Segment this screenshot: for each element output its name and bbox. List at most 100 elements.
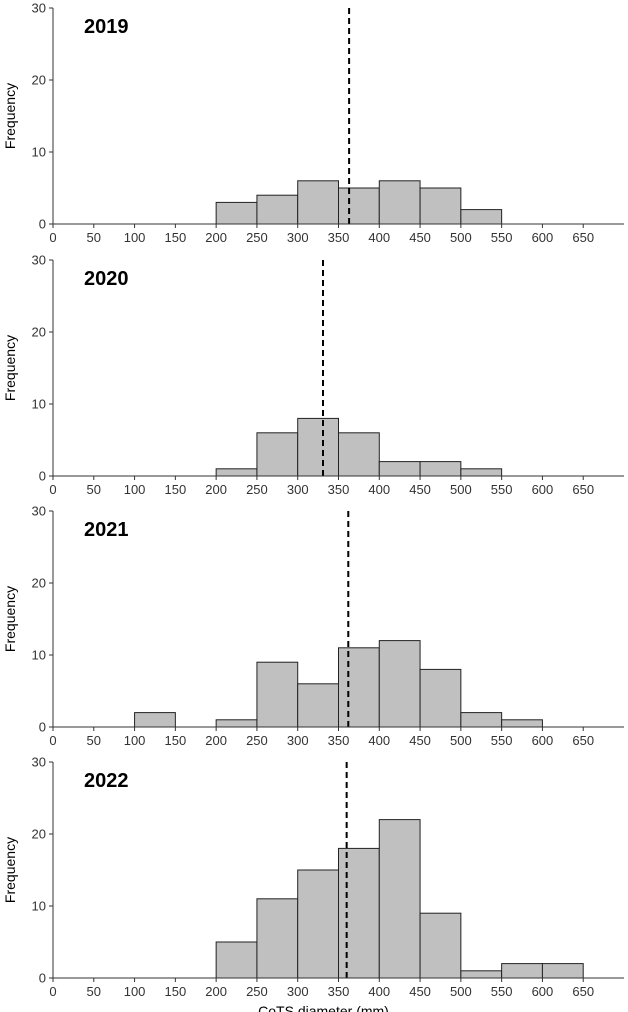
x-tick-label: 350 [328,230,350,245]
y-tick-label: 10 [32,145,46,160]
bar-200 [215,719,258,728]
x-tick-label: 150 [165,984,187,999]
y-tick-label: 30 [32,1,46,16]
x-tick-label: 450 [409,733,431,748]
y-tick-label: 30 [32,755,46,770]
x-tick-label: 300 [287,230,309,245]
bar-350 [338,432,380,477]
bar-250 [256,194,299,225]
x-tick-label: 600 [532,984,554,999]
x-tick-label: 50 [87,733,101,748]
bar-300 [297,683,340,728]
x-tick-label: 600 [532,482,554,497]
x-tick-label: 600 [532,230,554,245]
y-tick-label: 0 [39,720,46,735]
panel-title: 2022 [84,770,129,792]
x-tick-label: 550 [491,733,513,748]
x-tick-label: 550 [491,230,513,245]
x-tick-label: 150 [165,733,187,748]
x-tick-label: 0 [49,733,56,748]
x-tick-label: 600 [532,733,554,748]
x-tick-label: 50 [87,984,101,999]
x-tick-label: 350 [328,984,350,999]
y-axis-label: Frequency [2,335,18,401]
bar-250 [256,661,299,728]
bar-300 [297,417,340,477]
x-tick-label: 350 [328,482,350,497]
x-tick-label: 650 [572,482,594,497]
x-tick-label: 200 [205,733,227,748]
x-tick-label: 100 [124,482,146,497]
y-tick-label: 20 [32,576,46,591]
bar-400 [378,640,421,728]
x-tick-label: 300 [287,733,309,748]
bar-100 [134,712,176,728]
x-tick-label: 300 [287,482,309,497]
panel-title: 2020 [84,268,129,290]
y-tick-label: 10 [32,397,46,412]
x-tick-label: 450 [409,230,431,245]
x-tick-label: 550 [491,984,513,999]
bar-250 [256,898,299,979]
x-tick-label: 400 [368,482,390,497]
x-tick-label: 50 [87,482,101,497]
x-tick-label: 500 [450,733,472,748]
y-tick-label: 20 [32,827,46,842]
x-tick-label: 300 [287,984,309,999]
bar-450 [419,912,462,979]
x-tick-label: 450 [409,482,431,497]
bar-600 [541,963,584,979]
x-tick-label: 200 [205,482,227,497]
x-tick-label: 0 [49,230,56,245]
bar-450 [419,187,462,225]
bar-200 [215,201,258,225]
x-tick-label: 250 [246,482,268,497]
x-tick-label: 400 [368,230,390,245]
bar-500 [460,468,503,477]
x-tick-label: 100 [124,984,146,999]
y-tick-label: 10 [32,648,46,663]
bar-400 [378,819,421,979]
bar-350 [338,647,380,728]
bar-200 [215,941,258,979]
x-tick-label: 50 [87,230,101,245]
x-tick-label: 400 [368,733,390,748]
x-tick-label: 0 [49,482,56,497]
bar-350 [338,847,380,979]
x-tick-label: 200 [205,230,227,245]
bar-300 [297,180,340,225]
x-tick-label: 500 [450,984,472,999]
x-tick-label: 200 [205,984,227,999]
x-tick-label: 100 [124,230,146,245]
x-tick-label: 150 [165,482,187,497]
x-tick-label: 250 [246,733,268,748]
y-tick-label: 20 [32,73,46,88]
x-tick-label: 0 [49,984,56,999]
panel-title: 2021 [84,519,129,541]
bar-500 [460,209,503,225]
x-tick-label: 450 [409,984,431,999]
x-tick-label: 650 [572,733,594,748]
x-tick-label: 650 [572,984,594,999]
bar-350 [338,187,380,225]
bar-400 [378,180,421,225]
y-axis-label: Frequency [2,83,18,149]
x-tick-label: 500 [450,230,472,245]
y-tick-label: 0 [39,469,46,484]
panel-title: 2019 [84,16,129,38]
y-tick-label: 30 [32,253,46,268]
x-axis-label: CoTS diameter (mm) [258,1003,389,1012]
x-tick-label: 550 [491,482,513,497]
x-tick-label: 250 [246,230,268,245]
bar-200 [215,468,258,477]
bar-450 [419,461,462,477]
y-axis-label: Frequency [2,586,18,652]
y-tick-label: 20 [32,325,46,340]
bar-500 [460,970,503,979]
y-tick-label: 0 [39,971,46,986]
